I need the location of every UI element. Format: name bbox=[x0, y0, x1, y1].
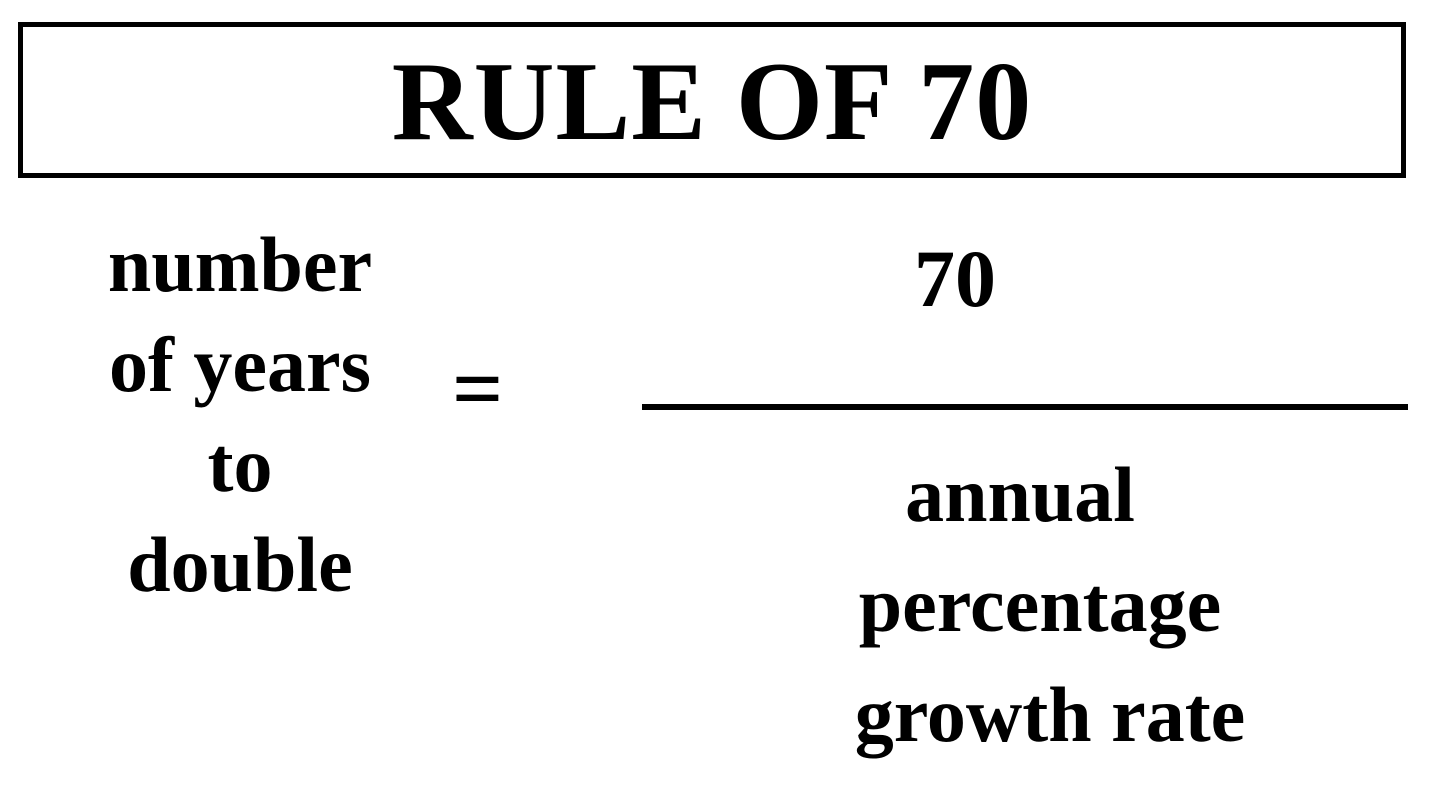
denominator-line: percentage bbox=[858, 561, 1222, 648]
lhs-line: to bbox=[207, 421, 273, 508]
fraction-bar bbox=[642, 404, 1408, 410]
title: RULE OF 70 bbox=[391, 40, 1033, 164]
title-box: RULE OF 70 bbox=[18, 22, 1406, 178]
lhs-line: number bbox=[107, 221, 373, 308]
lhs-line: double bbox=[127, 521, 353, 608]
lhs-line: of years bbox=[108, 321, 372, 408]
equals-sign: = bbox=[452, 340, 504, 439]
left-hand-side: number of years to double bbox=[40, 215, 440, 615]
denominator-line: growth rate bbox=[854, 671, 1246, 758]
denominator: annual percentage growth rate bbox=[740, 440, 1340, 770]
denominator-line: annual bbox=[905, 451, 1135, 538]
numerator: 70 bbox=[914, 233, 996, 324]
